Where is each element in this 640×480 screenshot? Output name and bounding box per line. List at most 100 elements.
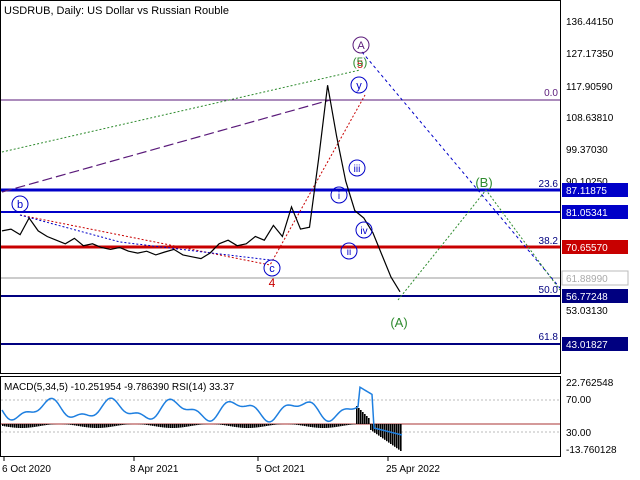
- macd-bar: [172, 424, 174, 428]
- macd-bar: [150, 424, 152, 426]
- macd-bar: [384, 424, 386, 440]
- wave-i-circle: [330, 186, 348, 204]
- price-series: [1, 85, 401, 293]
- indicator-tick: 70.00: [566, 395, 591, 406]
- macd-bar: [90, 424, 92, 428]
- macd-bar: [360, 410, 362, 424]
- macd-bar: [200, 424, 202, 425]
- price-label-70: 70.65570: [566, 243, 608, 254]
- macd-bar: [318, 424, 320, 428]
- current-price-box: [561, 270, 629, 286]
- fib-label-23: 23.6: [539, 179, 559, 190]
- macd-bar: [168, 424, 170, 428]
- wave-label-iii: iii: [354, 164, 361, 175]
- macd-bar: [294, 424, 296, 425]
- macd-bar: [170, 424, 172, 428]
- macd-bar: [176, 424, 178, 428]
- macd-bar: [380, 424, 382, 437]
- macd-bar: [266, 424, 268, 426]
- wave-y-circle: [350, 76, 368, 94]
- macd-bar: [274, 424, 276, 425]
- macd-bar: [8, 424, 10, 427]
- macd-bar: [16, 424, 18, 428]
- macd-bar: [84, 424, 86, 428]
- macd-bar: [48, 424, 50, 425]
- macd-bar: [310, 424, 312, 428]
- macd-bar: [298, 424, 300, 426]
- wave-c-circle: [263, 259, 281, 277]
- macd-bar: [12, 424, 14, 428]
- macd-bar: [232, 424, 234, 427]
- indicator-tick: -13.760128: [566, 445, 617, 456]
- macd-bar: [236, 424, 238, 428]
- wave-label-b: b: [17, 199, 23, 211]
- macd-bar: [94, 424, 96, 428]
- green-dotted-trend: [1, 69, 361, 153]
- macd-bar: [372, 424, 374, 432]
- macd-bar: [322, 424, 324, 428]
- macd-bar: [324, 424, 326, 428]
- macd-bar: [220, 424, 222, 425]
- macd-bar: [114, 424, 116, 427]
- wave-iii-circle: [348, 159, 366, 177]
- macd-bar: [6, 424, 8, 427]
- macd-bar: [244, 424, 246, 428]
- macd-bar: [194, 424, 196, 426]
- wave-iv-circle: [355, 221, 373, 239]
- macd-bar: [270, 424, 272, 426]
- macd-bar: [88, 424, 90, 428]
- macd-bar: [156, 424, 158, 427]
- macd-bar: [162, 424, 164, 428]
- chart-title: USDRUB, Daily: US Dollar vs Russian Roub…: [4, 5, 229, 17]
- macd-bar: [72, 424, 74, 426]
- macd-bar: [396, 424, 398, 449]
- macd-bar: [184, 424, 186, 428]
- price-line: [1, 85, 401, 293]
- macd-bar: [368, 418, 370, 424]
- macd-bar: [124, 424, 126, 425]
- fib-label-61: 61.8: [539, 332, 559, 343]
- macd-bar: [106, 424, 108, 428]
- macd-bar: [336, 424, 338, 427]
- macd-bar: [116, 424, 118, 426]
- wave-label-A: A: [357, 40, 365, 52]
- macd-bar: [182, 424, 184, 428]
- x-tick-label: 5 Oct 2021: [256, 464, 305, 475]
- macd-bar: [32, 424, 34, 428]
- macd-bar: [20, 424, 22, 428]
- x-tick-label: 6 Oct 2020: [2, 464, 51, 475]
- macd-bar: [348, 424, 350, 425]
- macd-bar: [228, 424, 230, 426]
- macd-bar: [18, 424, 20, 428]
- macd-bar: [296, 424, 298, 425]
- macd-bar: [394, 424, 396, 447]
- macd-bar: [346, 424, 348, 426]
- macd-bar: [70, 424, 72, 425]
- fib-label-50: 50.0: [539, 285, 559, 296]
- macd-bar: [36, 424, 38, 427]
- macd-bar: [332, 424, 334, 428]
- macd-bar: [224, 424, 226, 426]
- macd-bar: [230, 424, 232, 427]
- macd-bar: [30, 424, 32, 428]
- wave-label-5-green: (5): [353, 55, 368, 69]
- macd-bar: [108, 424, 110, 428]
- macd-bar: [40, 424, 42, 426]
- macd-bar: [392, 424, 394, 446]
- macd-bar: [252, 424, 254, 428]
- blue-dotted-wave: [19, 214, 271, 261]
- axis-tick: 136.44150: [566, 17, 614, 28]
- macd-bar: [112, 424, 114, 427]
- macd-bar: [148, 424, 150, 426]
- x-tick-label: 8 Apr 2021: [130, 464, 179, 475]
- macd-bar: [312, 424, 314, 428]
- macd-bar: [302, 424, 304, 426]
- macd-bar: [178, 424, 180, 428]
- macd-bar: [104, 424, 106, 428]
- macd-bar: [358, 408, 360, 424]
- macd-bar: [350, 424, 352, 425]
- macd-bar: [242, 424, 244, 428]
- macd-bar: [226, 424, 228, 426]
- price-label-box: [562, 240, 628, 254]
- macd-bar: [364, 414, 366, 424]
